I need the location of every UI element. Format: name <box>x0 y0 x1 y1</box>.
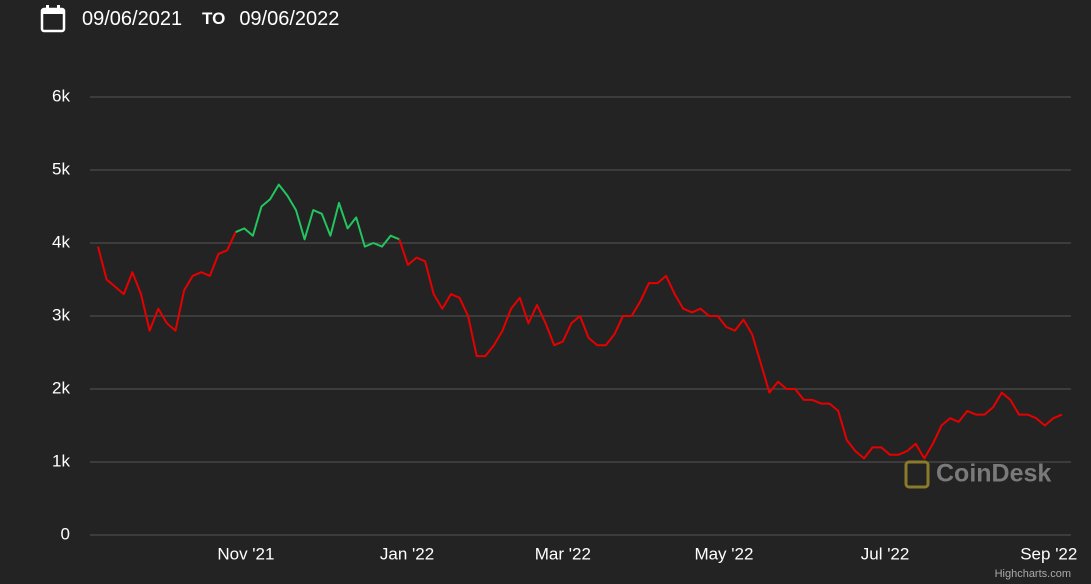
x-tick-label: Sep '22 <box>1020 544 1077 563</box>
date-to[interactable]: 09/06/2022 <box>239 7 340 30</box>
calendar-icon[interactable] <box>40 5 66 33</box>
y-tick-label: 5k <box>52 159 70 178</box>
x-tick-label: Jul '22 <box>861 544 910 563</box>
x-tick-label: May '22 <box>694 544 753 563</box>
date-separator: TO <box>202 9 226 28</box>
x-tick-label: Nov '21 <box>217 544 274 563</box>
y-tick-label: 2k <box>52 378 70 397</box>
price-line <box>398 238 1063 460</box>
y-tick-label: 3k <box>52 305 70 324</box>
x-tick-label: Mar '22 <box>535 544 591 563</box>
y-tick-label: 0 <box>61 524 70 543</box>
price-line <box>97 231 237 332</box>
y-tick-label: 4k <box>52 232 70 251</box>
y-tick-label: 1k <box>52 451 70 470</box>
x-tick-label: Jan '22 <box>380 544 434 563</box>
credits[interactable]: Highcharts.com <box>995 568 1071 580</box>
watermark: CoinDesk <box>904 460 1051 489</box>
date-from[interactable]: 09/06/2021 <box>82 7 183 30</box>
price-line <box>235 183 400 248</box>
y-tick-label: 6k <box>52 86 70 105</box>
watermark-text: CoinDesk <box>936 460 1051 488</box>
date-range: 09/06/2021 TO 09/06/2022 <box>40 4 347 34</box>
